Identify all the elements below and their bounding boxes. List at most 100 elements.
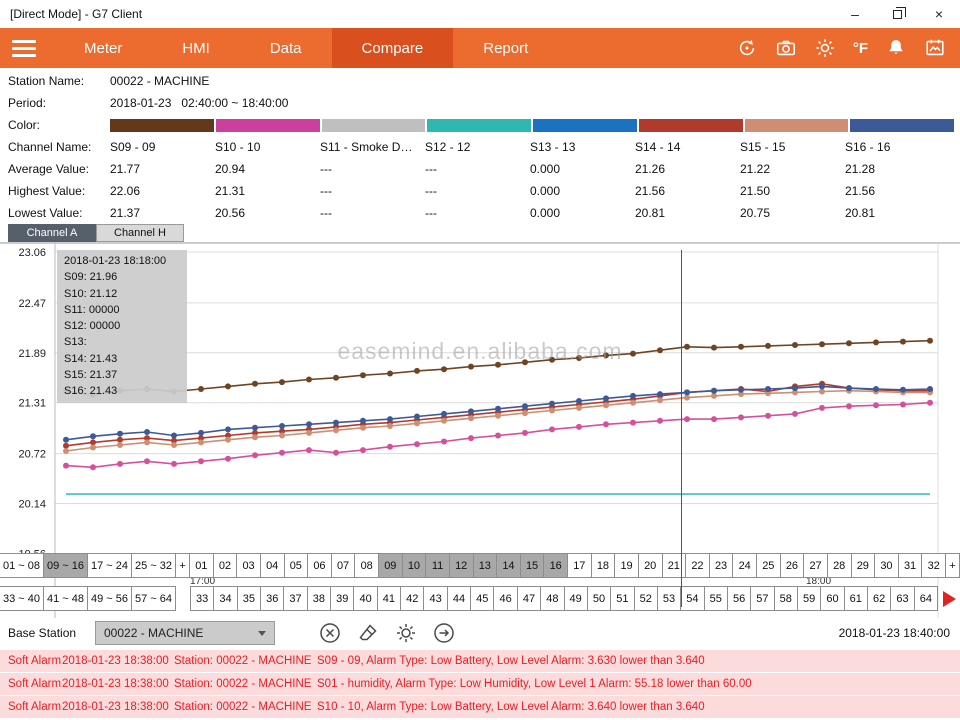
- page-next-button[interactable]: +: [945, 553, 960, 578]
- channel-cell-53[interactable]: 53: [657, 586, 681, 611]
- channel-cell-20[interactable]: 20: [638, 553, 663, 578]
- settings-icon[interactable]: [394, 621, 418, 645]
- channel-cell-08[interactable]: 08: [354, 553, 379, 578]
- channel-cell-37[interactable]: 37: [283, 586, 307, 611]
- brightness-icon[interactable]: [814, 37, 836, 59]
- channel-group-33~40[interactable]: 33 ~ 40: [0, 586, 44, 611]
- channel-cell-56[interactable]: 56: [727, 586, 751, 611]
- channel-cell-46[interactable]: 46: [493, 586, 517, 611]
- channel-cell-10[interactable]: 10: [402, 553, 427, 578]
- channel-cell-22[interactable]: 22: [685, 553, 710, 578]
- nav-item-report[interactable]: Report: [453, 28, 558, 68]
- channel-cell-36[interactable]: 36: [260, 586, 284, 611]
- channel-cell-45[interactable]: 45: [470, 586, 494, 611]
- close-button[interactable]: ×: [918, 0, 960, 28]
- channel-cell-06[interactable]: 06: [307, 553, 332, 578]
- channel-cell-18[interactable]: 18: [591, 553, 616, 578]
- channel-cell-05[interactable]: 05: [284, 553, 309, 578]
- nav-item-hmi[interactable]: HMI: [152, 28, 240, 68]
- channel-group-57~64[interactable]: 57 ~ 64: [131, 586, 176, 611]
- channel-cell-61[interactable]: 61: [844, 586, 868, 611]
- cancel-icon[interactable]: [318, 621, 342, 645]
- channel-cell-47[interactable]: 47: [517, 586, 541, 611]
- channel-cell-50[interactable]: 50: [587, 586, 611, 611]
- next-page-arrow-button[interactable]: [938, 586, 960, 611]
- channel-cell-28[interactable]: 28: [827, 553, 852, 578]
- minimize-button[interactable]: –: [834, 0, 876, 28]
- channel-cell-01[interactable]: 01: [189, 553, 214, 578]
- channel-cell-12[interactable]: 12: [449, 553, 474, 578]
- apply-icon[interactable]: [432, 621, 456, 645]
- channel-group-17~24[interactable]: 17 ~ 24: [87, 553, 132, 578]
- page-prev-button[interactable]: +: [175, 553, 190, 578]
- channel-cell-14[interactable]: 14: [496, 553, 521, 578]
- channel-cell-57[interactable]: 57: [750, 586, 774, 611]
- nav-item-meter[interactable]: Meter: [54, 28, 152, 68]
- channel-cell-52[interactable]: 52: [634, 586, 658, 611]
- channel-cell-44[interactable]: 44: [447, 586, 471, 611]
- channel-cell-34[interactable]: 34: [213, 586, 237, 611]
- channel-cell-16[interactable]: 16: [543, 553, 568, 578]
- channel-cell-55[interactable]: 55: [704, 586, 728, 611]
- erase-icon[interactable]: [356, 621, 380, 645]
- channel-cell-26[interactable]: 26: [780, 553, 805, 578]
- channel-cell-30[interactable]: 30: [874, 553, 899, 578]
- channel-cell-41[interactable]: 41: [377, 586, 401, 611]
- channel-cell-29[interactable]: 29: [851, 553, 876, 578]
- channel-cell-40[interactable]: 40: [353, 586, 377, 611]
- nav-item-data[interactable]: Data: [240, 28, 332, 68]
- channel-cell-59[interactable]: 59: [797, 586, 821, 611]
- chart-area[interactable]: 23.0622.4721.8921.3120.7220.1419.56 ease…: [0, 242, 960, 618]
- channel-cell-24[interactable]: 24: [732, 553, 757, 578]
- channel-cell-49[interactable]: 49: [564, 586, 588, 611]
- alarm-row[interactable]: Soft Alarm2018-01-23 18:38:00Station: 00…: [0, 673, 960, 695]
- channel-cell-13[interactable]: 13: [473, 553, 498, 578]
- channel-cell-42[interactable]: 42: [400, 586, 424, 611]
- channel-cell-03[interactable]: 03: [236, 553, 261, 578]
- channel-cell-54[interactable]: 54: [680, 586, 704, 611]
- channel-cell-27[interactable]: 27: [803, 553, 828, 578]
- channel-cell-23[interactable]: 23: [709, 553, 734, 578]
- channel-group-41~48[interactable]: 41 ~ 48: [43, 586, 88, 611]
- channel-cell-48[interactable]: 48: [540, 586, 564, 611]
- channel-cell-11[interactable]: 11: [425, 553, 450, 578]
- channel-cell-15[interactable]: 15: [520, 553, 545, 578]
- channel-cell-63[interactable]: 63: [890, 586, 914, 611]
- channel-cell-35[interactable]: 35: [237, 586, 261, 611]
- channel-group-09~16[interactable]: 09 ~ 16: [43, 553, 88, 578]
- channel-cell-43[interactable]: 43: [423, 586, 447, 611]
- camera-icon[interactable]: [775, 37, 797, 59]
- channel-cell-09[interactable]: 09: [378, 553, 403, 578]
- snapshot-calendar-icon[interactable]: [924, 37, 946, 59]
- channel-cell-25[interactable]: 25: [756, 553, 781, 578]
- fahrenheit-icon[interactable]: °F: [853, 40, 868, 57]
- base-station-dropdown[interactable]: 00022 - MACHINE: [95, 621, 275, 645]
- channel-group-49~56[interactable]: 49 ~ 56: [87, 586, 132, 611]
- alarm-bell-icon[interactable]: [885, 37, 907, 59]
- channel-group-25~32[interactable]: 25 ~ 32: [131, 553, 176, 578]
- channel-cell-33[interactable]: 33: [190, 586, 214, 611]
- channel-cell-58[interactable]: 58: [774, 586, 798, 611]
- channel-cell-17[interactable]: 17: [567, 553, 592, 578]
- channel-cell-39[interactable]: 39: [330, 586, 354, 611]
- nav-item-compare[interactable]: Compare: [332, 28, 454, 68]
- channel-cell-62[interactable]: 62: [867, 586, 891, 611]
- channel-cell-60[interactable]: 60: [820, 586, 844, 611]
- tab-channel-h[interactable]: Channel H: [96, 224, 184, 242]
- channel-cell-32[interactable]: 32: [921, 553, 946, 578]
- menu-icon[interactable]: [12, 40, 36, 57]
- channel-cell-38[interactable]: 38: [307, 586, 331, 611]
- channel-cell-02[interactable]: 02: [213, 553, 238, 578]
- channel-cell-64[interactable]: 64: [914, 586, 938, 611]
- channel-cell-51[interactable]: 51: [610, 586, 634, 611]
- alarm-row[interactable]: Soft Alarm2018-01-23 18:38:00Station: 00…: [0, 696, 960, 718]
- channel-cell-19[interactable]: 19: [614, 553, 639, 578]
- tab-channel-a[interactable]: Channel A: [8, 224, 96, 242]
- chart-cursor-line[interactable]: [681, 250, 682, 607]
- sync-icon[interactable]: [736, 37, 758, 59]
- channel-cell-31[interactable]: 31: [898, 553, 923, 578]
- alarm-row[interactable]: Soft Alarm2018-01-23 18:38:00Station: 00…: [0, 650, 960, 672]
- channel-cell-07[interactable]: 07: [331, 553, 356, 578]
- channel-group-01~08[interactable]: 01 ~ 08: [0, 553, 44, 578]
- channel-cell-21[interactable]: 21: [662, 553, 687, 578]
